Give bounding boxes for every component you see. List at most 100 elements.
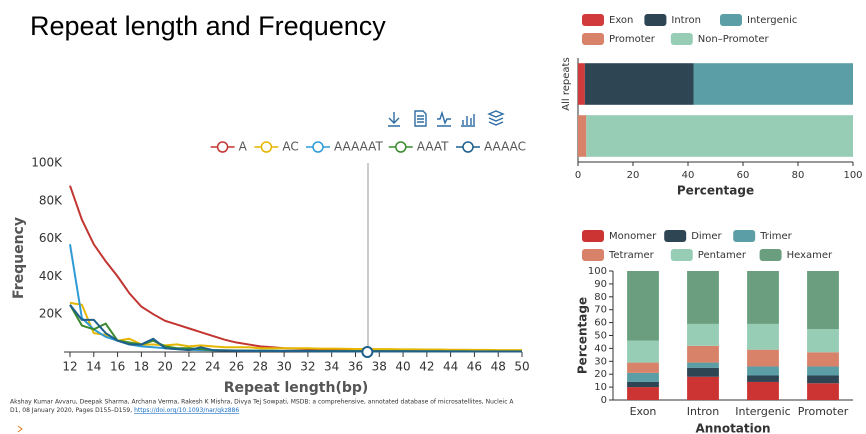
x-tick-label: Intergenic [735,405,790,418]
legend-label: Promoter [609,34,656,45]
bar-segment [693,63,853,105]
line-series [69,244,522,353]
legend-label: Exon [609,15,633,26]
bar-segment [687,323,719,346]
citation: Akshay Kumar Avvaru, Deepak Sharma, Arch… [10,399,514,406]
x-tick-label: 46 [467,360,482,374]
bar-segment [807,329,839,353]
bar-segment [807,366,839,376]
y-tick-label: 70 [594,305,607,316]
y-tick-label: 40 [594,343,607,354]
bar-segment [627,340,659,363]
legend-swatch [664,230,687,242]
bar-segment [747,366,779,376]
x-tick-label: 34 [324,360,339,374]
bar-segment [687,271,719,324]
y-axis-label: Frequency [11,217,27,299]
x-tick-label: Intron [687,405,720,418]
toolbar [388,110,505,127]
legend-swatch [759,249,782,261]
bar-segment [586,115,853,157]
x-tick-label: 20 [158,360,173,374]
x-tick-label: 80 [792,170,805,181]
y-tick-label: 90 [594,279,607,290]
legend-label: Monomer [609,231,657,242]
bar-segment [747,349,779,367]
data-view-icon[interactable] [414,110,427,127]
line-icon[interactable] [437,110,451,127]
legend-icon [395,141,407,153]
download-icon[interactable] [388,112,400,127]
x-tick-label: 16 [110,360,125,374]
legend-label: Intron [671,15,701,26]
line-series [69,304,522,353]
x-tick-label: 0 [575,170,581,181]
x-tick-label: 40 [395,360,410,374]
bar-segment [627,381,659,388]
x-tick-label: 20 [627,170,640,181]
x-axis-label: Repeat length(bp) [224,380,369,396]
x-tick-label: 100 [843,170,862,181]
line-series [69,185,523,353]
bar-segment [747,323,779,350]
bar-segment [578,63,585,105]
bar-segment [807,271,839,330]
legend-label: Trimer [759,231,792,242]
legend-label: AC [282,140,298,154]
x-tick-label: 24 [205,360,220,374]
line-series [69,301,522,352]
bar-segment [807,383,839,400]
y-tick-label: 60K [39,231,63,245]
x-tick-label: 44 [443,360,458,374]
stack-icon[interactable] [487,110,505,126]
y-axis-label: Percentage [576,297,590,374]
legend-swatch [582,230,604,242]
legend-label: Dimer [691,231,722,242]
legend-swatch [670,249,693,261]
x-tick-label: 30 [276,360,291,374]
legend-label: AAAAC [484,140,526,154]
legend-swatch [720,14,742,26]
x-tick-label: 38 [372,360,387,374]
citation-link[interactable]: https://doi.org/10.1093/nar/gkz886 [134,407,239,414]
legend-label: A [239,140,248,154]
y-tick-label: 80 [594,292,607,303]
legend-label: Tetramer [608,250,655,261]
y-tick-label: 10 [594,382,607,393]
x-tick-label: 60 [737,170,750,181]
y-tick-label: 100 [588,266,607,277]
bar-icon[interactable] [461,114,475,127]
x-axis-label: Percentage [677,184,754,198]
y-tick-label: 40K [39,269,63,283]
bar-segment [627,387,659,400]
x-tick-label: 50 [514,360,529,374]
bar-segment [627,362,659,373]
y-tick-label: 20K [39,307,63,321]
legend-label: Hexamer [787,250,833,261]
bar-segment [807,352,839,367]
bar-segment [807,375,839,384]
bar-segment [687,367,719,377]
legend-swatch [733,230,756,242]
x-tick-label: Promoter [798,405,849,418]
legend-label: AAAT [417,140,449,154]
bar-segment [627,372,659,382]
legend-swatch [582,249,604,261]
x-tick-label: 12 [62,360,77,374]
bar-segment [687,345,719,363]
x-tick-label: 48 [491,360,506,374]
x-tick-label: 42 [419,360,434,374]
x-tick-label: 18 [134,360,149,374]
legend-icon [462,141,474,153]
bar-segment [687,376,719,400]
y-tick-label: 60 [594,318,607,329]
crosshair-point [361,346,374,358]
legend-label: Non–Promoter [698,34,770,45]
legend-swatch [582,33,604,45]
bar-segment [627,271,659,341]
bar-segment [747,271,779,324]
bar-segment [747,375,779,382]
legend-swatch [670,33,693,45]
bar-segment [747,381,779,400]
